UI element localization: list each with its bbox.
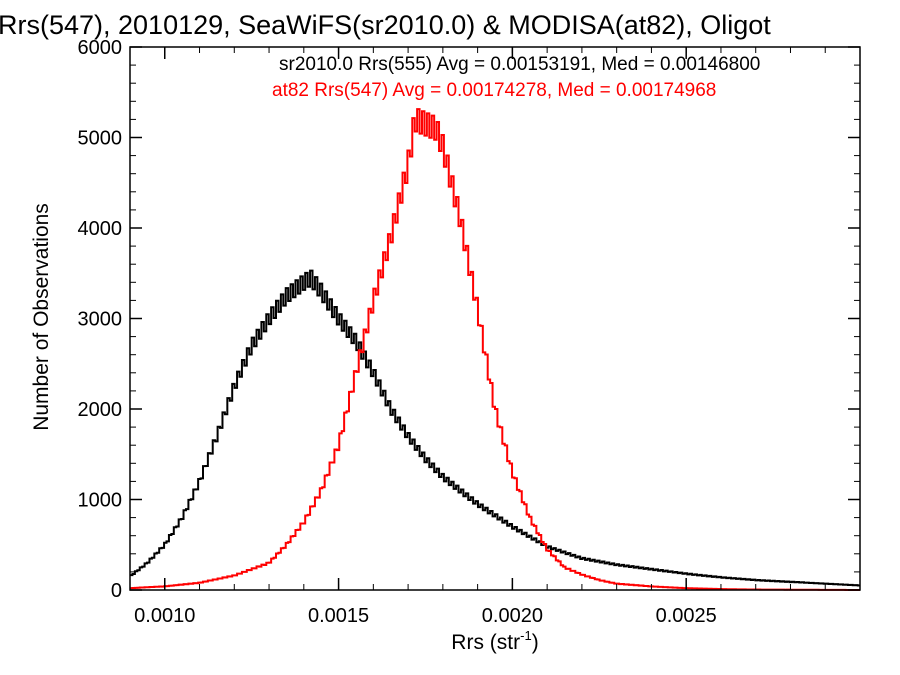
x-tick-label: 0.0025	[656, 605, 717, 627]
y-tick-label: 6000	[78, 37, 123, 59]
y-axis-label: Number of Observations	[30, 203, 53, 431]
x-tick-label: 0.0020	[482, 605, 543, 627]
x-tick-label: 0.0010	[134, 605, 195, 627]
plot-frame	[129, 46, 861, 591]
y-tick-label: 1000	[78, 490, 123, 512]
y-tick-label: 3000	[78, 309, 123, 331]
y-tick-label: 4000	[78, 218, 123, 240]
y-tick-label: 2000	[78, 399, 123, 421]
ticks-layer: 0.0010 0.0015 0.0020 0.0025 0 1000 2000 3000 400…	[78, 37, 861, 627]
series-1-histogram	[130, 108, 860, 591]
x-axis-label: Rrs (str-1)	[451, 628, 538, 654]
x-tick-label: 0.0015	[308, 605, 369, 627]
legend-entry-at82: at82 Rrs(547) Avg = 0.00174278, Med = 0.…	[272, 80, 716, 101]
chart-title: Rrs(547), 2010129, SeaWiFS(sr2010.0) & M…	[0, 10, 771, 40]
legend: sr2010.0 Rrs(555) Avg = 0.00153191, Med …	[272, 54, 760, 101]
legend-entry-sr2010: sr2010.0 Rrs(555) Avg = 0.00153191, Med …	[279, 54, 760, 75]
series-layer	[130, 108, 860, 591]
y-tick-label: 5000	[78, 128, 123, 150]
y-tick-label: 0	[111, 580, 122, 602]
series-0-histogram	[130, 269, 860, 587]
